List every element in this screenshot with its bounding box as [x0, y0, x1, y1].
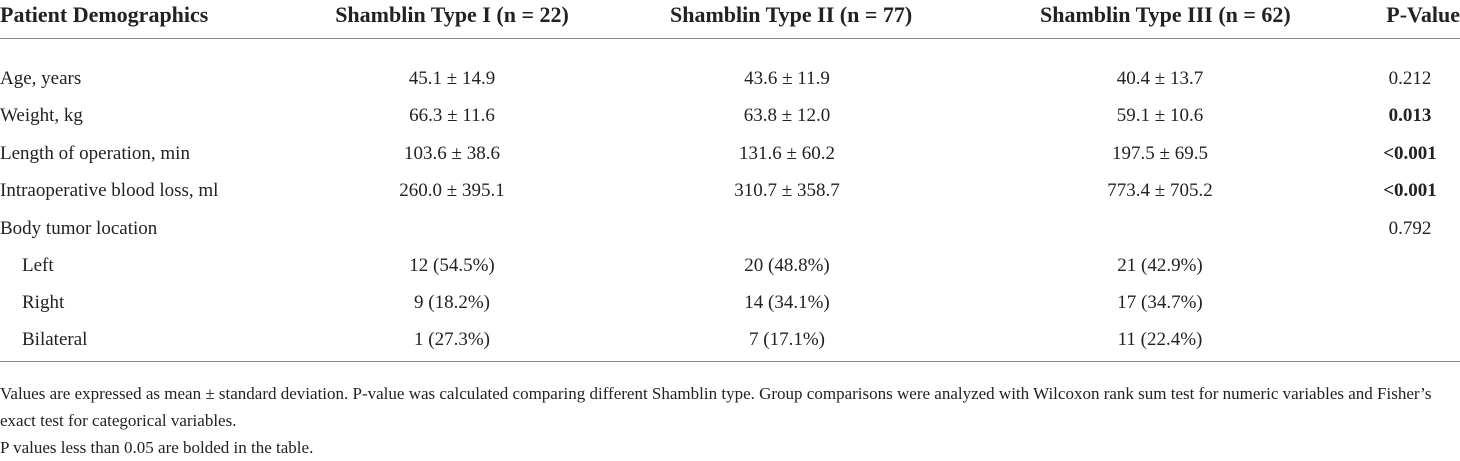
header-rule — [0, 38, 1460, 39]
cell: 20 (48.8%) — [744, 255, 830, 276]
footnote: P values less than 0.05 are bolded in th… — [0, 438, 314, 457]
header-cell: Shamblin Type III (n = 62) — [1040, 2, 1291, 27]
row-label: Left — [22, 255, 54, 276]
cell: 14 (34.1%) — [744, 292, 830, 313]
header-cell: Patient Demographics — [0, 2, 209, 27]
cell: 17 (34.7%) — [1117, 292, 1203, 313]
row: Age, years 45.1 ± 14.9 43.6 ± 11.9 40.4 … — [0, 60, 1460, 97]
cell: 59.1 ± 10.6 — [1116, 105, 1204, 126]
cell: 7 (17.1%) — [749, 329, 825, 350]
cell: 21 (42.9%) — [1117, 255, 1203, 276]
row-label: Right — [22, 292, 65, 313]
cell: 40.4 ± 13.7 — [1116, 68, 1204, 89]
header-cell: P-Value — [1386, 2, 1460, 27]
row-label: Intraoperative blood loss, ml — [0, 180, 219, 201]
cell: 773.4 ± 705.2 — [1107, 180, 1213, 201]
cell: 11 (22.4%) — [1117, 329, 1203, 350]
cell: 260.0 ± 395.1 — [399, 180, 505, 201]
cell: 63.8 ± 12.0 — [743, 105, 831, 126]
cell: 103.6 ± 38.6 — [404, 143, 500, 164]
row-label: Bilateral — [22, 329, 88, 350]
cell: 45.1 ± 14.9 — [408, 68, 496, 89]
cell: 197.5 ± 69.5 — [1112, 143, 1208, 164]
row: Body tumor location 0.792 — [0, 210, 1460, 247]
cell: 310.7 ± 358.7 — [734, 180, 840, 201]
header-cell: Shamblin Type I (n = 22) — [335, 2, 569, 27]
header-cell: Shamblin Type II (n = 77) — [670, 2, 913, 27]
cell: 43.6 ± 11.9 — [744, 68, 830, 89]
footnotes: Values are expressed as mean ± standard … — [0, 380, 1460, 461]
cell: 131.6 ± 60.2 — [739, 143, 835, 164]
cell: 1 (27.3%) — [414, 329, 490, 350]
cell: 66.3 ± 11.6 — [409, 105, 495, 126]
row: Right 9 (18.2%) 14 (34.1%) 17 (34.7%) — [0, 284, 1460, 321]
row: Intraoperative blood loss, ml 260.0 ± 39… — [0, 172, 1460, 209]
row: Length of operation, min 103.6 ± 38.6 13… — [0, 135, 1460, 172]
bottom-rule — [0, 361, 1460, 362]
row-label: Age, years — [0, 68, 82, 89]
p-value: 0.212 — [1388, 68, 1432, 89]
p-value: 0.013 — [1388, 105, 1432, 126]
p-value: <0.001 — [1383, 180, 1437, 201]
row: Weight, kg 66.3 ± 11.6 63.8 ± 12.0 59.1 … — [0, 97, 1460, 134]
footnote: Values are expressed as mean ± standard … — [0, 384, 1432, 430]
row-label: Weight, kg — [0, 105, 83, 126]
cell: 9 (18.2%) — [414, 292, 490, 313]
p-value: <0.001 — [1383, 143, 1437, 164]
row: Bilateral 1 (27.3%) 7 (17.1%) 11 (22.4%) — [0, 321, 1460, 358]
p-value: 0.792 — [1388, 218, 1432, 239]
row-label: Body tumor location — [0, 218, 158, 239]
row: Left 12 (54.5%) 20 (48.8%) 21 (42.9%) — [0, 247, 1460, 284]
row-label: Length of operation, min — [0, 143, 190, 164]
header-row: Patient Demographics Shamblin Type I (n … — [0, 0, 1460, 33]
cell: 12 (54.5%) — [409, 255, 495, 276]
